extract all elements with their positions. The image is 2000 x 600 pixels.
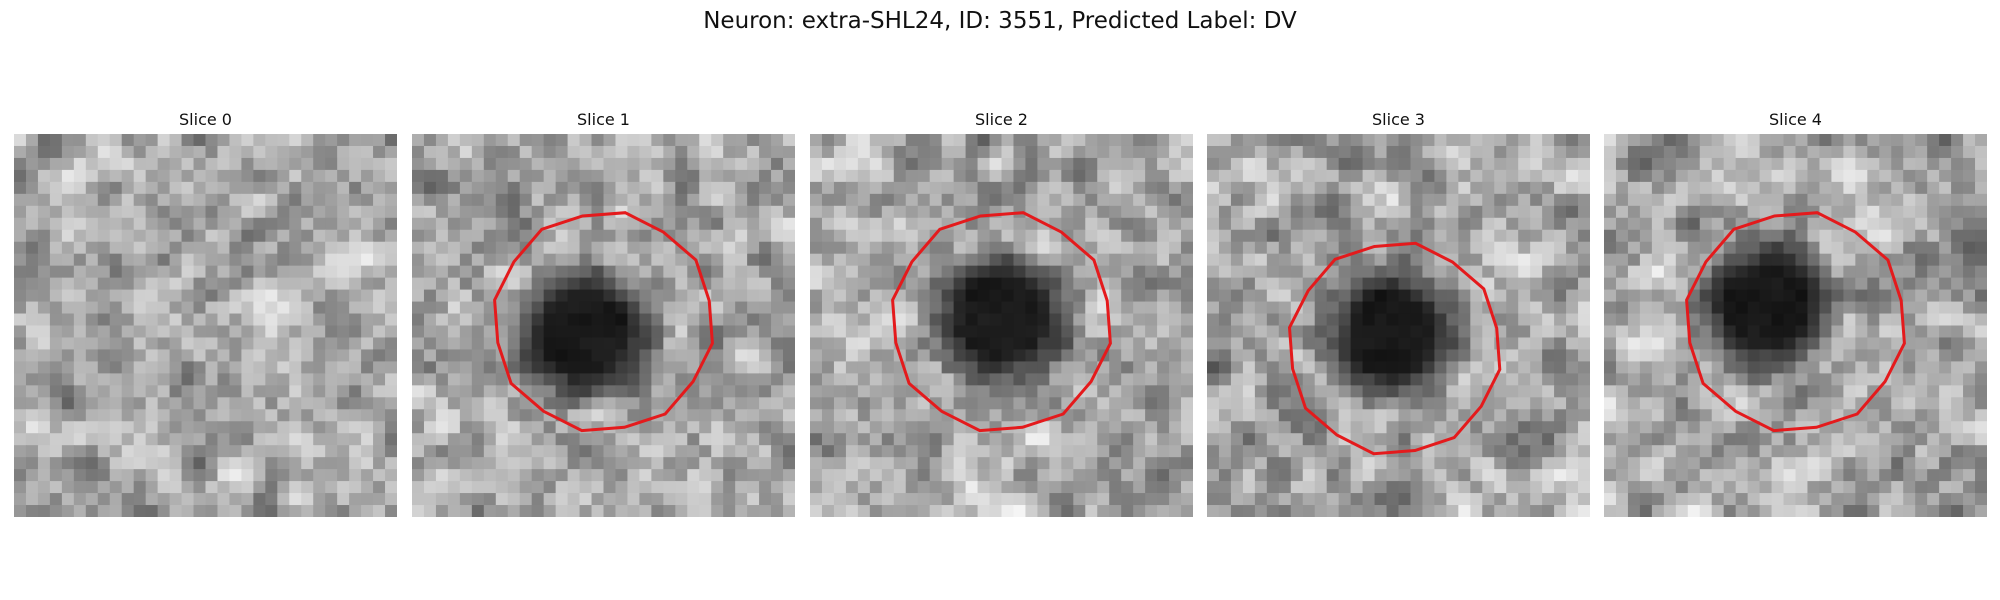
slice-panel-2: Slice 2 (810, 108, 1193, 517)
grayscale-slice-image (1604, 134, 1987, 517)
slice-image (1207, 134, 1590, 517)
slice-panel-4: Slice 4 (1604, 108, 1987, 517)
slice-title: Slice 2 (975, 110, 1028, 129)
roi-outline (891, 211, 1112, 433)
slice-title: Slice 4 (1769, 110, 1822, 129)
slice-image (14, 134, 397, 517)
slice-panel-3: Slice 3 (1207, 108, 1590, 517)
slice-title: Slice 1 (577, 110, 630, 129)
grayscale-slice-image (412, 134, 795, 517)
roi-outline (493, 211, 714, 433)
slice-title: Slice 3 (1372, 110, 1425, 129)
slice-image (810, 134, 1193, 517)
roi-outline (1685, 211, 1906, 433)
grayscale-slice-image (810, 134, 1193, 517)
slice-panel-1: Slice 1 (412, 108, 795, 517)
roi-outline (1287, 241, 1502, 456)
slice-image (1604, 134, 1987, 517)
grayscale-slice-image (1207, 134, 1590, 517)
slice-image (412, 134, 795, 517)
grayscale-slice-image (14, 134, 397, 517)
slice-title: Slice 0 (179, 110, 232, 129)
figure-title: Neuron: extra-SHL24, ID: 3551, Predicted… (703, 8, 1297, 34)
slice-panel-0: Slice 0 (14, 108, 397, 517)
